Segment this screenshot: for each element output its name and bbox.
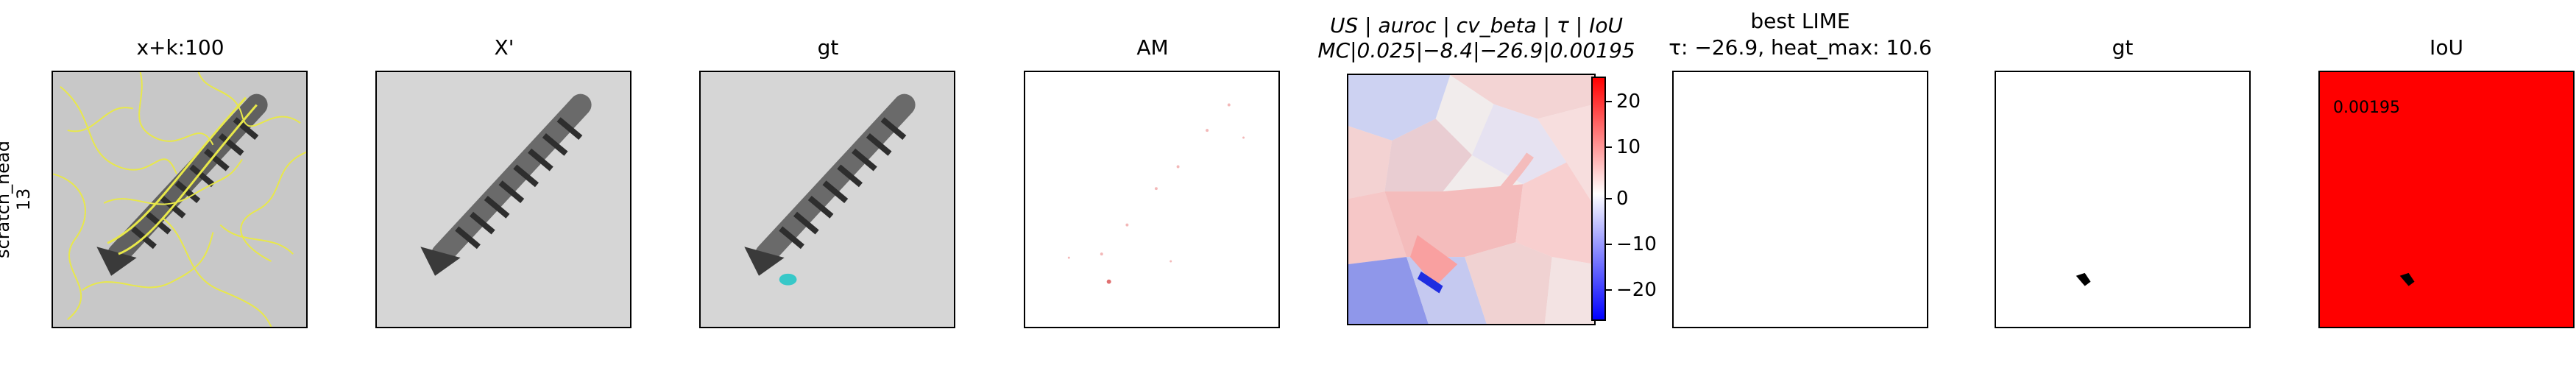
image-panel-us-heatmap bbox=[1347, 74, 1596, 325]
screw-gt-image bbox=[701, 72, 954, 327]
iou-value: 0.00195 bbox=[2333, 99, 2400, 117]
panel-title-input: x+k:100 bbox=[136, 35, 224, 60]
image-panel-am bbox=[1024, 71, 1280, 328]
screw-image bbox=[377, 72, 630, 327]
am-heatmap bbox=[1025, 72, 1278, 327]
panel-title-metrics-values: MC|0.025|−8.4|−26.9|0.00195 bbox=[1317, 38, 1635, 63]
us-heatmap bbox=[1348, 75, 1594, 324]
panel-title-gt-2: gt bbox=[2112, 35, 2134, 60]
colorbar bbox=[1591, 77, 1606, 321]
panel-title-xprime: X' bbox=[494, 35, 514, 60]
colorbar-tick: −20 bbox=[1616, 279, 1657, 301]
panel-title-best-lime: best LIME bbox=[1750, 9, 1850, 33]
image-panel-input-contours bbox=[52, 71, 308, 328]
colorbar-tick: 10 bbox=[1616, 136, 1641, 158]
gt-mask bbox=[1996, 72, 2249, 327]
colorbar-tick: 0 bbox=[1616, 188, 1629, 210]
panel-title-am: AM bbox=[1136, 35, 1169, 60]
panel-title-iou: IoU bbox=[2430, 35, 2463, 60]
row-label-class: scratch_head bbox=[0, 140, 13, 259]
iou-mask bbox=[2399, 272, 2415, 286]
colorbar-tick: −10 bbox=[1616, 233, 1657, 255]
colorbar-tick: 20 bbox=[1616, 91, 1641, 113]
image-panel-xprime bbox=[375, 71, 631, 328]
panel-title-lime-params: τ: −26.9, heat_max: 10.6 bbox=[1669, 35, 1932, 60]
panel-title-metrics: US | auroc | cv_beta | τ | IoU bbox=[1330, 13, 1623, 38]
screw-contour-image bbox=[53, 72, 306, 327]
panel-title-gt: gt bbox=[817, 35, 839, 60]
image-panel-gt-overlay bbox=[699, 71, 955, 328]
image-panel-best-lime bbox=[1672, 71, 1928, 328]
row-label-index: 13 bbox=[13, 188, 34, 211]
image-panel-gt-mask bbox=[1995, 71, 2251, 328]
image-panel-iou: 0.00195 bbox=[2318, 71, 2575, 328]
